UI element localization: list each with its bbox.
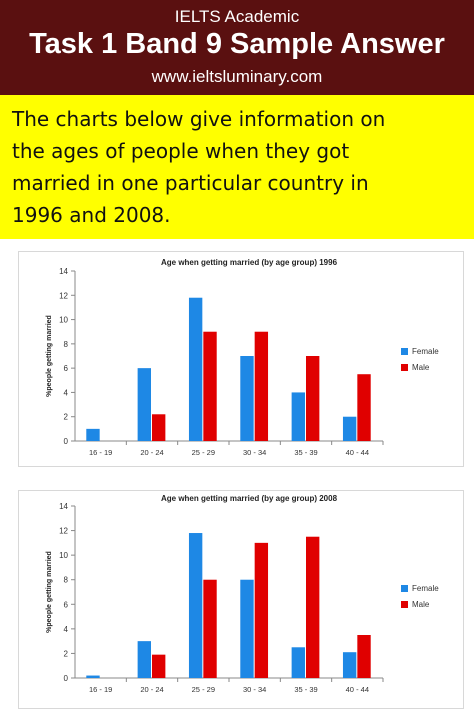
bar-female — [240, 356, 254, 441]
y-tick-label: 4 — [64, 388, 69, 397]
x-tick-label: 30 - 34 — [243, 685, 266, 694]
bar-chart-2008: Age when getting married (by age group) … — [46, 494, 439, 694]
x-tick-label: 35 - 39 — [294, 685, 317, 694]
chart-panel-2008: Age when getting married (by age group) … — [18, 490, 464, 709]
legend-swatch-male — [401, 364, 408, 371]
y-tick-label: 10 — [59, 316, 68, 325]
bar-male — [254, 542, 269, 678]
x-tick-label: 40 - 44 — [346, 448, 369, 457]
legend-label-male: Male — [412, 600, 430, 609]
bar-female — [291, 392, 305, 441]
x-tick-label: 40 - 44 — [346, 685, 369, 694]
bar-male — [254, 331, 269, 441]
bar-male — [152, 414, 166, 441]
bar-female — [291, 647, 305, 678]
bar-female — [188, 297, 203, 441]
task-description: The charts below give information on the… — [12, 103, 467, 231]
bar-male — [357, 374, 371, 441]
bar-female — [137, 641, 151, 678]
y-axis-label: %people getting married — [46, 315, 53, 397]
y-tick-label: 14 — [59, 267, 68, 276]
bar-male — [203, 579, 217, 678]
y-axis-label: %people getting married — [46, 551, 53, 633]
legend-swatch-male — [401, 601, 408, 608]
legend-swatch-female — [401, 348, 408, 355]
header-banner: IELTS Academic Task 1 Band 9 Sample Answ… — [0, 0, 474, 95]
bar-female — [188, 533, 203, 678]
y-tick-label: 10 — [59, 551, 68, 560]
y-tick-label: 2 — [64, 649, 69, 658]
task-line: 1996 and 2008. — [12, 203, 171, 227]
task-line: The charts below give information on — [12, 107, 386, 131]
x-tick-label: 30 - 34 — [243, 448, 266, 457]
task-description-box: The charts below give information on the… — [0, 95, 474, 239]
bar-female — [86, 675, 100, 678]
y-tick-label: 8 — [64, 576, 69, 585]
x-tick-label: 25 - 29 — [192, 448, 215, 457]
bar-male — [357, 635, 371, 678]
task-line: married in one particular country in — [12, 171, 369, 195]
y-tick-label: 0 — [64, 674, 69, 683]
bar-male — [306, 356, 320, 441]
chart-title: Age when getting married (by age group) … — [161, 494, 338, 503]
bar-female — [137, 368, 151, 441]
x-tick-label: 16 - 19 — [89, 685, 112, 694]
y-tick-label: 14 — [59, 502, 68, 511]
bar-female — [342, 416, 357, 441]
bar-female — [342, 652, 357, 678]
chart-panel-1996: Age when getting married (by age group) … — [18, 251, 464, 467]
bar-male — [306, 536, 320, 678]
x-tick-label: 35 - 39 — [294, 448, 317, 457]
bar-female — [86, 428, 100, 441]
y-tick-label: 12 — [59, 527, 68, 536]
task-line: the ages of people when they got — [12, 139, 350, 163]
legend-label-female: Female — [412, 584, 439, 593]
legend-label-female: Female — [412, 347, 439, 356]
header-url: www.ieltsluminary.com — [151, 67, 323, 86]
y-tick-label: 2 — [64, 413, 69, 422]
y-tick-label: 6 — [64, 364, 69, 373]
legend-label-male: Male — [412, 363, 430, 372]
y-tick-label: 8 — [64, 340, 69, 349]
x-tick-label: 20 - 24 — [140, 448, 163, 457]
bar-male — [152, 654, 166, 678]
bar-female — [240, 579, 254, 678]
y-tick-label: 12 — [59, 291, 68, 300]
y-tick-label: 0 — [64, 437, 69, 446]
x-tick-label: 25 - 29 — [192, 685, 215, 694]
chart-title: Age when getting married (by age group) … — [161, 258, 338, 267]
legend-swatch-female — [401, 585, 408, 592]
bar-male — [203, 331, 217, 441]
x-tick-label: 16 - 19 — [89, 448, 112, 457]
x-tick-label: 20 - 24 — [140, 685, 163, 694]
y-tick-label: 6 — [64, 600, 69, 609]
header-title: Task 1 Band 9 Sample Answer — [29, 28, 445, 60]
y-tick-label: 4 — [64, 625, 69, 634]
bar-chart-1996: Age when getting married (by age group) … — [46, 258, 439, 457]
header-subtitle: IELTS Academic — [174, 7, 300, 26]
